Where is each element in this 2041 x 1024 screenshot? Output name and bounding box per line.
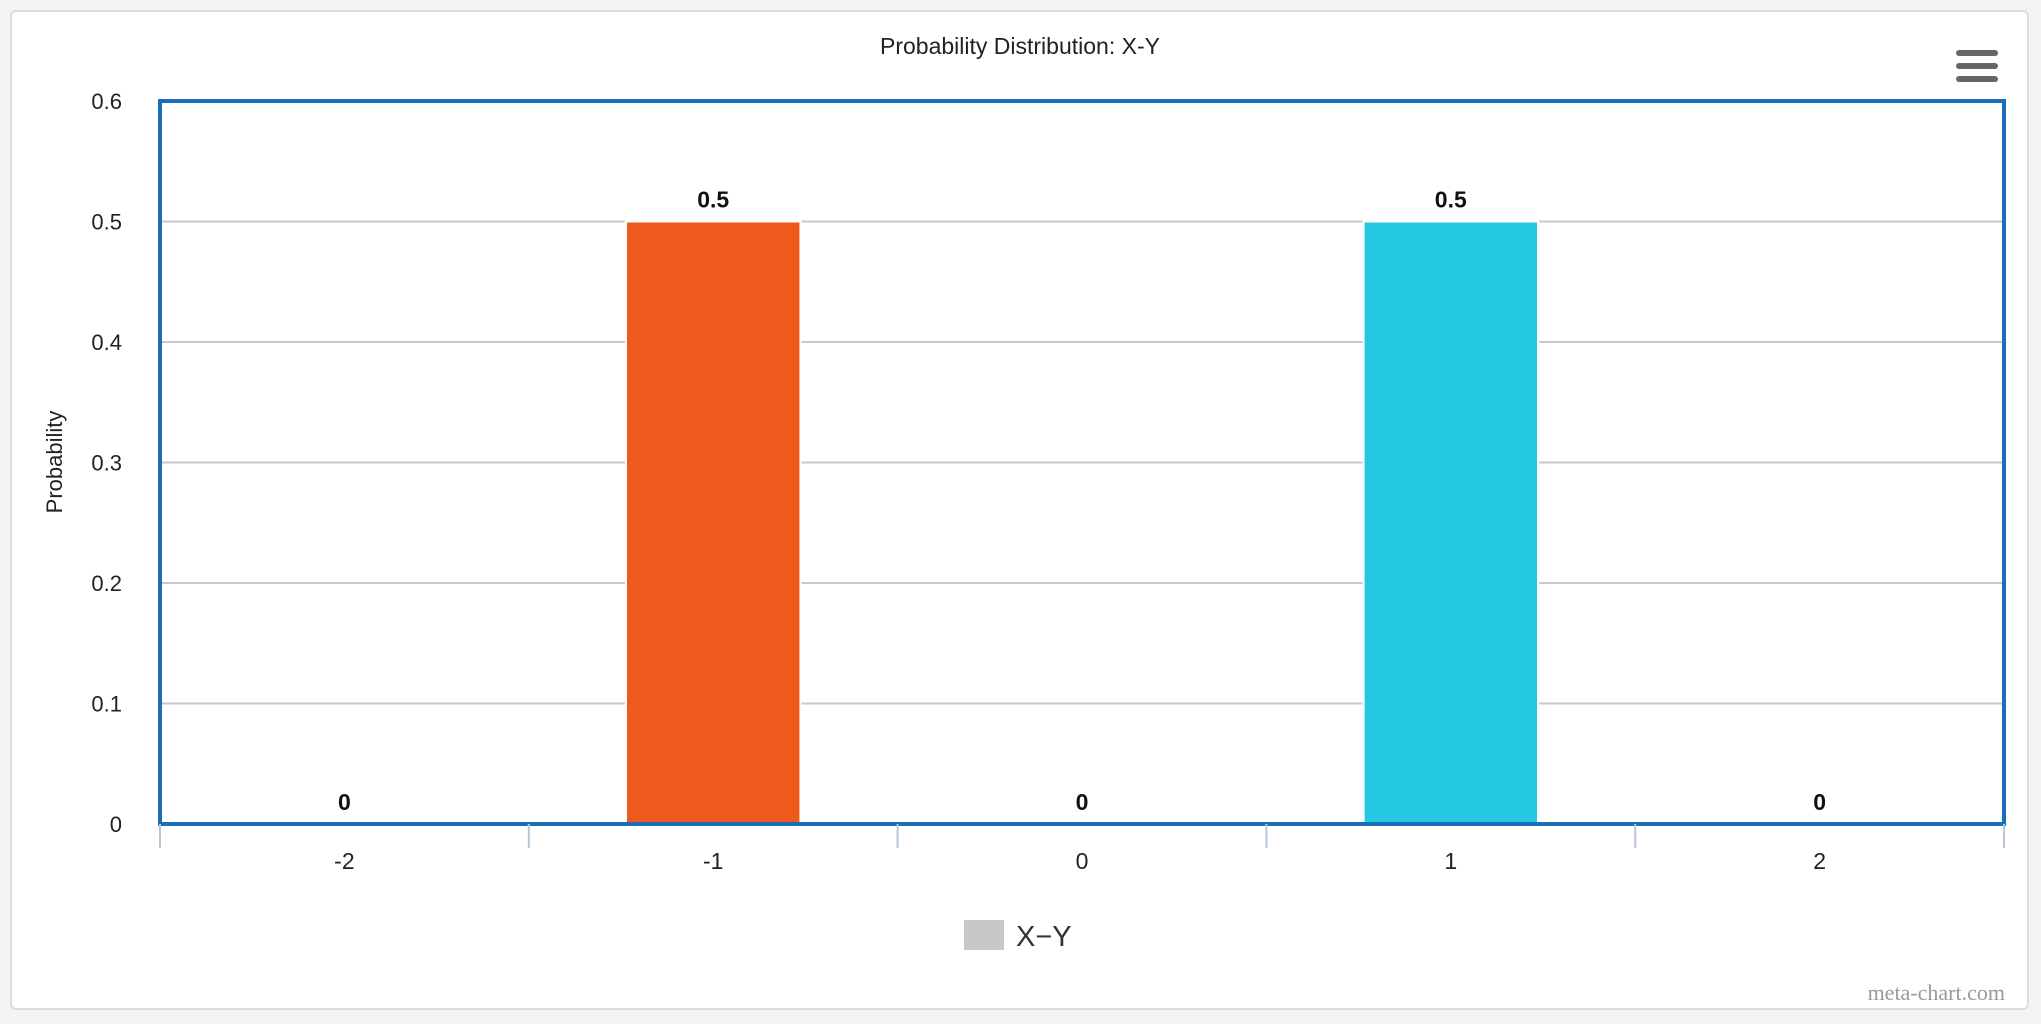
data-label: 0 — [1813, 789, 1826, 815]
legend-label: X−Y — [1016, 921, 1072, 953]
x-tick-label: -2 — [334, 848, 354, 874]
x-tick-label: 2 — [1813, 848, 1826, 874]
y-tick-label: 0.6 — [91, 89, 122, 114]
hamburger-icon — [1956, 50, 1998, 82]
y-tick-label: 0.5 — [91, 210, 122, 235]
x-tick-label: 0 — [1076, 848, 1089, 874]
x-tick-label: 1 — [1444, 848, 1457, 874]
data-label: 0 — [1076, 789, 1089, 815]
legend[interactable]: X−Y — [964, 920, 1072, 953]
credit-link[interactable]: meta-chart.com — [1868, 980, 2005, 1005]
y-tick-label: 0.4 — [91, 330, 122, 355]
y-tick-label: 0.1 — [91, 692, 122, 717]
x-axis-ticks — [159, 824, 2005, 848]
y-tick-label: 0 — [110, 812, 122, 837]
bar[interactable] — [624, 220, 802, 825]
legend-swatch — [964, 920, 1004, 950]
chart-card — [10, 10, 2029, 1010]
data-labels: 0 0.5 0 0.5 0 — [338, 187, 1826, 816]
menu-button[interactable] — [1945, 38, 2013, 88]
y-axis-title: Probability — [42, 411, 67, 514]
x-tick-label: -1 — [703, 848, 723, 874]
x-axis-labels: -2 -1 0 1 2 — [334, 848, 1826, 874]
data-label: 0 — [338, 789, 351, 815]
y-tick-label: 0.2 — [91, 571, 122, 596]
bars — [624, 220, 1540, 825]
plot-border — [158, 99, 2006, 826]
y-axis-labels: 0 0.1 0.2 0.3 0.4 0.5 0.6 — [91, 89, 122, 837]
y-tick-label: 0.3 — [91, 451, 122, 476]
data-label: 0.5 — [697, 187, 729, 213]
grid-lines — [160, 100, 2004, 825]
data-label: 0.5 — [1435, 187, 1467, 213]
bar[interactable] — [1362, 220, 1540, 825]
chart-title: Probability Distribution: X-Y — [880, 33, 1160, 59]
